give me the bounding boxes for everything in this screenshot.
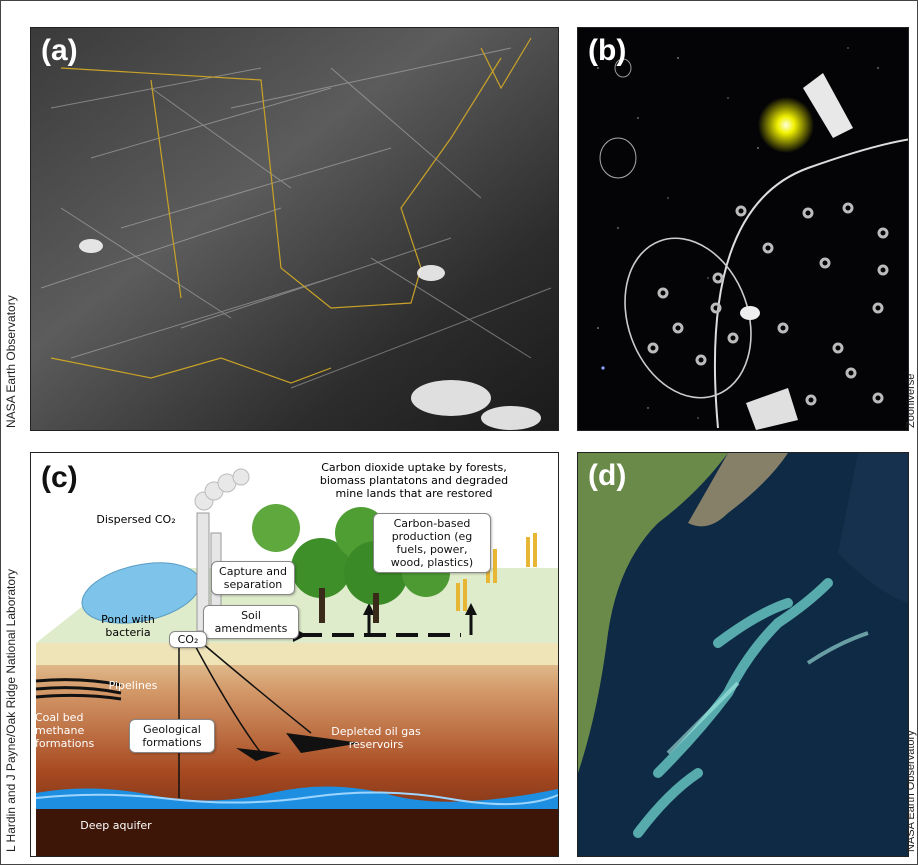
panel-d-ocean-bloom-image: (d) xyxy=(577,452,909,857)
capture-separation-callout: Capture and separation xyxy=(211,561,295,595)
panel-a-label: (a) xyxy=(41,34,78,67)
panel-d-credit: NASA Earth Observatory xyxy=(905,730,917,852)
coal-bed-caption: Coal bed methane formations xyxy=(35,711,95,750)
panel-c-label: (c) xyxy=(41,461,78,494)
depleted-reservoirs-caption: Depleted oil gas reservoirs xyxy=(331,725,421,751)
panel-b-space-image: (b) xyxy=(577,27,909,431)
panel-b-credit: Zooniverse xyxy=(905,373,917,428)
panel-c-carbon-diagram: (c) Carbon dioxide uptake by forests, bi… xyxy=(30,452,559,857)
carbon-based-production-callout: Carbon-based production (eg fuels, power… xyxy=(373,513,491,573)
co2-label: CO₂ xyxy=(169,631,207,648)
soil-amendments-callout: Soil amendments xyxy=(203,605,299,639)
panel-a-contrail-satellite-image: (a) xyxy=(30,27,559,431)
pond-caption: Pond with bacteria xyxy=(101,613,155,639)
dispersed-co2-caption: Dispersed CO₂ xyxy=(96,513,176,526)
uptake-caption: Carbon dioxide uptake by forests, biomas… xyxy=(319,461,509,500)
plankton-bloom-satellite-image xyxy=(578,453,908,856)
space-telescope-image xyxy=(578,28,908,430)
deep-aquifer-caption: Deep aquifer xyxy=(80,819,152,832)
pipelines-caption: Pipelines xyxy=(108,679,158,692)
panel-c-credit: L Hardin and J Payne/Oak Ridge National … xyxy=(4,568,18,852)
contrail-satellite-image xyxy=(31,28,558,430)
panel-b-label: (b) xyxy=(588,34,627,67)
carbon-sequestration-illustration xyxy=(35,468,558,856)
geological-formations-callout: Geological formations xyxy=(129,719,215,753)
panel-a-credit: NASA Earth Observatory xyxy=(4,295,18,428)
panel-d-label: (d) xyxy=(588,459,627,492)
